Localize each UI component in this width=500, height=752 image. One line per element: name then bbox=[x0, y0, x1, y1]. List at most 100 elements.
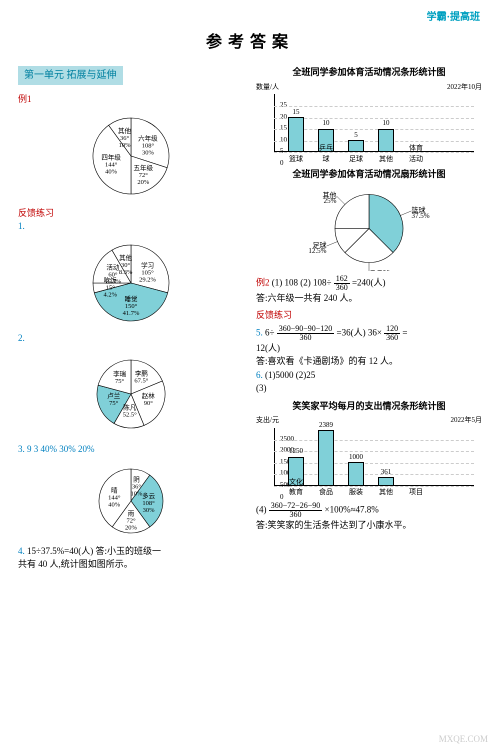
bar-chart-2: 050010001500200025001250文化教育2389食品1000服装… bbox=[256, 428, 482, 498]
q6-4-label: (4) bbox=[256, 504, 267, 514]
svg-text:20%: 20% bbox=[137, 178, 150, 185]
bar2-date: 2022年5月 bbox=[451, 415, 483, 426]
svg-text:36°: 36° bbox=[132, 483, 142, 490]
ex2-text-c: =240(人) bbox=[352, 277, 386, 287]
bar-chart-1: 051015202515篮球10乒乓球5足球10其他体育活动 bbox=[256, 94, 482, 164]
pie-chart-5-title: 全班同学参加体育活动情况扇形统计图 bbox=[256, 168, 482, 182]
bar1-ylabel: 数量/人 bbox=[256, 82, 279, 93]
frac-d: 360 bbox=[277, 334, 335, 342]
svg-text:30%: 30% bbox=[142, 149, 155, 156]
pie-chart-5: 篮球37.5%乒乓球25%足球12.5%其他25% bbox=[299, 186, 439, 271]
page-title: 参考答案 bbox=[0, 0, 500, 52]
svg-text:学习: 学习 bbox=[141, 260, 154, 269]
svg-text:108°: 108° bbox=[142, 500, 155, 507]
svg-text:李瑞: 李瑞 bbox=[113, 369, 127, 378]
pie-chart-3: 李鹏67.5°赵林90°陈凡52.5°卢兰75°李瑞75° bbox=[71, 349, 191, 439]
frac-d: 360 bbox=[384, 334, 400, 342]
svg-text:赵林: 赵林 bbox=[142, 391, 156, 400]
right-column: 全班同学参加体育活动情况条形统计图 数量/人 2022年10月 05101520… bbox=[256, 62, 482, 572]
svg-text:37.5%: 37.5% bbox=[411, 211, 429, 219]
svg-text:29.2%: 29.2% bbox=[139, 276, 156, 283]
svg-text:72°: 72° bbox=[139, 171, 149, 178]
svg-text:20%: 20% bbox=[125, 524, 138, 531]
q5-b: =36(人) 36× bbox=[337, 327, 382, 337]
svg-text:四年级: 四年级 bbox=[101, 152, 121, 161]
pie-chart-1: 六年级108°30% 五年级72°20% 四年级144°40% 其他36°10% bbox=[71, 111, 191, 201]
q3-text: 3. 9 3 40% 30% 20% bbox=[18, 443, 244, 457]
q5-a: 6÷ bbox=[265, 327, 274, 337]
svg-text:其他: 其他 bbox=[119, 252, 133, 261]
ex2-text: (1) 108 (2) 108÷ bbox=[272, 277, 332, 287]
q1-label: 1. bbox=[18, 220, 244, 234]
svg-text:阴: 阴 bbox=[133, 474, 140, 483]
pie-chart-2: 学习105°29.2%睡觉150°41.7%吃饭15°4.2%活动60°16.7… bbox=[61, 238, 201, 328]
q4-text: 15÷37.5%=40(人) 答:小玉的班级一 bbox=[27, 546, 161, 556]
svg-text:李鹏: 李鹏 bbox=[135, 368, 149, 377]
svg-text:75°: 75° bbox=[115, 378, 125, 385]
svg-text:陈凡: 陈凡 bbox=[123, 403, 137, 412]
q5-answer: 答:喜欢看《卡通剧场》的有 12 人。 bbox=[256, 355, 482, 369]
example-1-label: 例1 bbox=[18, 94, 32, 104]
q6-text: (1)5000 (2)25 bbox=[265, 370, 315, 380]
q6-4-b: ×100%≈47.8% bbox=[325, 504, 379, 514]
svg-text:52.5°: 52.5° bbox=[123, 412, 137, 419]
svg-text:75°: 75° bbox=[109, 400, 119, 407]
svg-text:睡觉: 睡觉 bbox=[125, 293, 139, 302]
watermark: MXQE.COM bbox=[439, 734, 488, 744]
svg-text:25%: 25% bbox=[324, 196, 337, 204]
svg-text:乒乓球: 乒乓球 bbox=[369, 269, 390, 271]
q6-num: 6. bbox=[256, 370, 263, 380]
svg-text:其他: 其他 bbox=[118, 126, 131, 135]
svg-text:五年级: 五年级 bbox=[134, 162, 154, 171]
svg-text:卢兰: 卢兰 bbox=[107, 391, 121, 400]
svg-text:72°: 72° bbox=[126, 517, 136, 524]
svg-text:10%: 10% bbox=[119, 142, 131, 149]
svg-text:105°: 105° bbox=[141, 269, 154, 276]
frac-d: 360 bbox=[334, 284, 350, 292]
svg-text:8.3%: 8.3% bbox=[119, 268, 133, 275]
q5-d: 12(人) bbox=[256, 342, 482, 356]
left-column: 第一单元 拓展与延伸 例1 六年级108°30%五年级72°20%四年级144°… bbox=[18, 62, 244, 572]
example-2-label: 例2 bbox=[256, 277, 272, 287]
svg-text:10%: 10% bbox=[130, 490, 143, 497]
brand-logo: 学霸·提高班 bbox=[427, 8, 480, 23]
svg-text:40%: 40% bbox=[105, 168, 118, 175]
q4-num: 4. bbox=[18, 546, 25, 556]
svg-text:12.5%: 12.5% bbox=[308, 247, 326, 255]
svg-text:90°: 90° bbox=[144, 400, 154, 407]
svg-text:67.5°: 67.5° bbox=[134, 377, 148, 384]
q5-num: 5. bbox=[256, 327, 263, 337]
feedback-header: 反馈练习 bbox=[18, 207, 244, 221]
svg-text:30°: 30° bbox=[121, 261, 131, 268]
svg-text:150°: 150° bbox=[125, 302, 138, 309]
svg-text:多云: 多云 bbox=[142, 491, 156, 500]
svg-text:41.7%: 41.7% bbox=[123, 309, 140, 316]
frac-d: 360 bbox=[269, 511, 323, 519]
bar1-date: 2022年10月 bbox=[447, 82, 482, 93]
pie-chart-4: 阴36°10%多云108°30% 雨72°20% 晴144°40% bbox=[76, 461, 186, 541]
svg-text:16.7%: 16.7% bbox=[105, 278, 122, 285]
svg-text:雨: 雨 bbox=[128, 509, 135, 517]
svg-text:36°: 36° bbox=[120, 135, 130, 142]
svg-text:4.2%: 4.2% bbox=[104, 291, 118, 298]
q6-4-answer: 答:笑笑家的生活条件达到了小康水平。 bbox=[256, 519, 482, 533]
svg-text:144°: 144° bbox=[105, 161, 118, 168]
svg-text:144°: 144° bbox=[108, 494, 121, 501]
feedback-header-2: 反馈练习 bbox=[256, 309, 482, 323]
svg-text:六年级: 六年级 bbox=[138, 133, 158, 142]
q5-c: = bbox=[402, 327, 407, 337]
main-content: 第一单元 拓展与延伸 例1 六年级108°30%五年级72°20%四年级144°… bbox=[0, 52, 500, 572]
svg-text:30%: 30% bbox=[143, 507, 156, 514]
q6-3: (3) bbox=[256, 382, 482, 396]
q2-label: 2. bbox=[18, 332, 244, 346]
bar-chart-1-title: 全班同学参加体育活动情况条形统计图 bbox=[256, 66, 482, 80]
bar-chart-2-title: 笑笑家平均每月的支出情况条形统计图 bbox=[256, 400, 482, 414]
svg-text:40%: 40% bbox=[108, 501, 121, 508]
ex2-answer: 答:六年级一共有 240 人。 bbox=[256, 292, 482, 306]
svg-text:晴: 晴 bbox=[111, 485, 118, 494]
svg-text:108°: 108° bbox=[142, 142, 155, 149]
svg-text:15°: 15° bbox=[106, 284, 116, 291]
svg-text:60°: 60° bbox=[108, 271, 118, 278]
unit-header: 第一单元 拓展与延伸 bbox=[18, 66, 123, 85]
bar2-ylabel: 支出/元 bbox=[256, 415, 279, 426]
